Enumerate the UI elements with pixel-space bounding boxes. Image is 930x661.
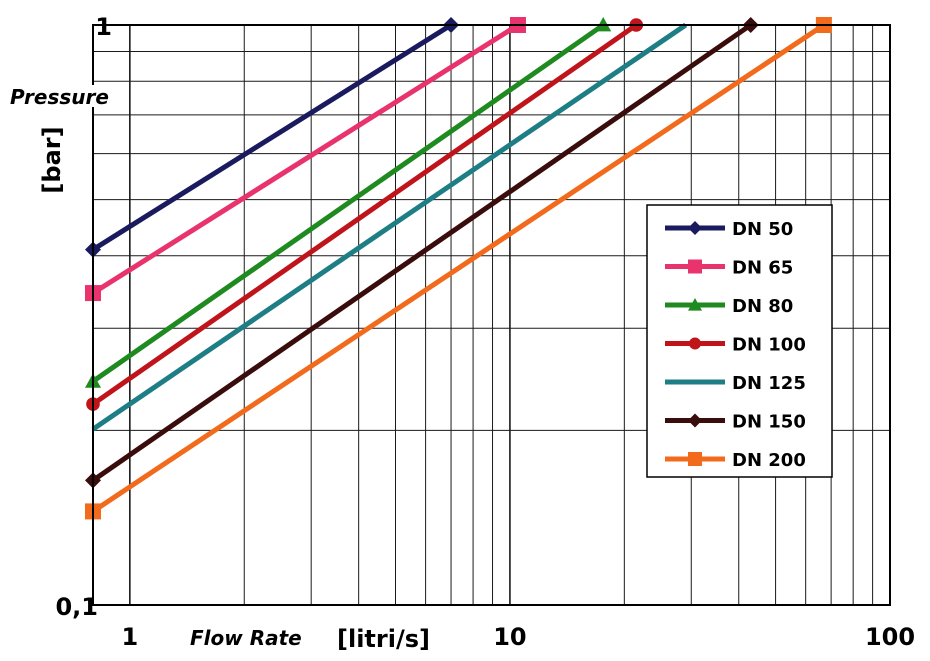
y-axis-unit: [bar]	[38, 126, 66, 193]
series-line	[91, 22, 753, 483]
y-tick-label: 0,1	[55, 593, 98, 621]
tick-labels: 1 10 100 1 0,1	[55, 13, 915, 651]
data-point	[688, 259, 702, 274]
y-tick-label: 1	[95, 13, 112, 41]
pressure-label-mask	[92, 85, 126, 107]
series-line	[91, 22, 688, 432]
legend-label: DN 200	[732, 450, 806, 471]
series-line	[91, 22, 605, 384]
x-tick-label: 1	[121, 623, 138, 651]
x-tick-label: 10	[493, 623, 526, 651]
x-tick-label: 100	[865, 623, 915, 651]
legend-label: DN 125	[732, 373, 806, 394]
legend-box	[646, 204, 833, 478]
x-axis-unit: [litri/s]	[337, 625, 430, 653]
y-axis-title: Pressure	[10, 85, 109, 109]
legend-label: DN 100	[732, 335, 806, 356]
data-point	[688, 298, 702, 311]
data-point	[688, 452, 702, 466]
series-line	[91, 22, 520, 296]
legend-label: DN 150	[732, 412, 806, 433]
data-point	[689, 337, 701, 350]
series-line	[91, 22, 453, 252]
series-line	[91, 22, 826, 514]
legend-label: DN 80	[732, 296, 793, 317]
data-point	[688, 221, 702, 235]
data-point	[688, 413, 702, 428]
plot-frame	[92, 24, 891, 606]
series-lines	[85, 17, 832, 520]
x-axis-title: Flow Rate	[190, 626, 302, 650]
legend: DN 50 DN 65 DN 80 DN 100 DN 125 DN 150 DN 200	[646, 204, 833, 478]
legend-label: DN 65	[732, 258, 793, 279]
legend-label: DN 50	[732, 219, 793, 240]
series-line	[91, 22, 638, 407]
